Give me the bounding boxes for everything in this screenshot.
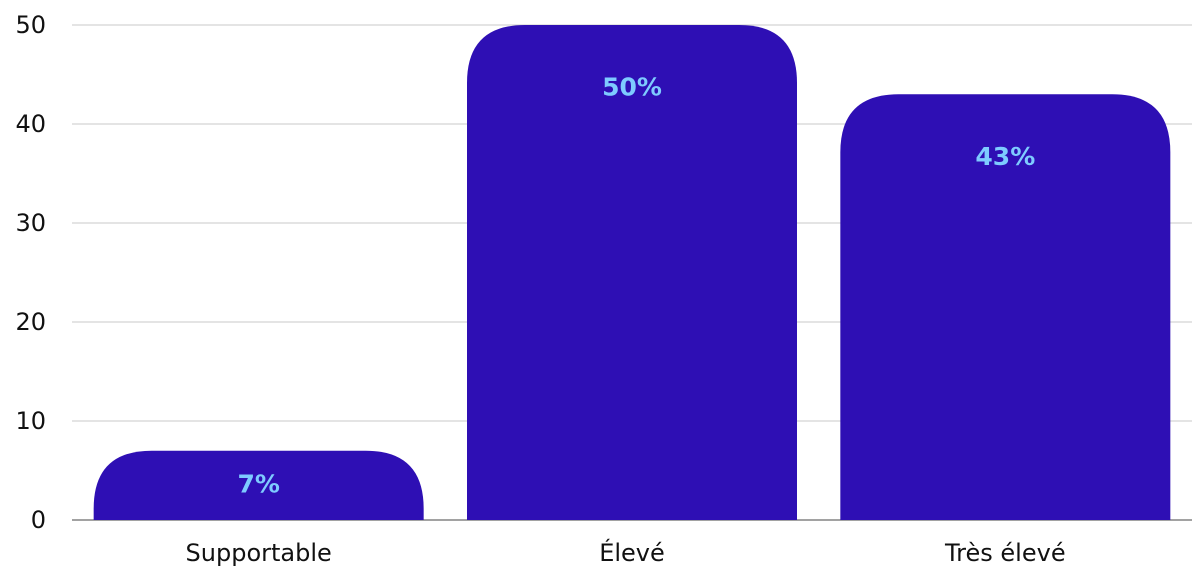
bar-2 <box>467 25 797 520</box>
x-category-label: Très élevé <box>944 539 1066 567</box>
data-label: 7% <box>237 470 279 499</box>
y-tick-label: 20 <box>15 308 46 336</box>
bars <box>93 25 1171 521</box>
y-tick-label: 30 <box>15 209 46 237</box>
x-axis-categories: Supportable Élevé Très élevé <box>186 538 1066 567</box>
data-label: 43% <box>975 142 1035 171</box>
y-tick-label: 40 <box>15 110 46 138</box>
y-tick-label: 50 <box>15 11 46 39</box>
y-tick-label: 0 <box>31 506 46 534</box>
x-category-label: Supportable <box>186 539 332 567</box>
y-axis-ticks: 0 10 20 30 40 50 <box>15 11 46 534</box>
data-labels: 7% 50% 43% <box>237 73 1035 499</box>
bar-3 <box>840 94 1171 521</box>
y-tick-label: 10 <box>15 407 46 435</box>
bar-1 <box>93 450 424 520</box>
x-category-label: Élevé <box>599 538 665 567</box>
data-label: 50% <box>602 73 662 102</box>
